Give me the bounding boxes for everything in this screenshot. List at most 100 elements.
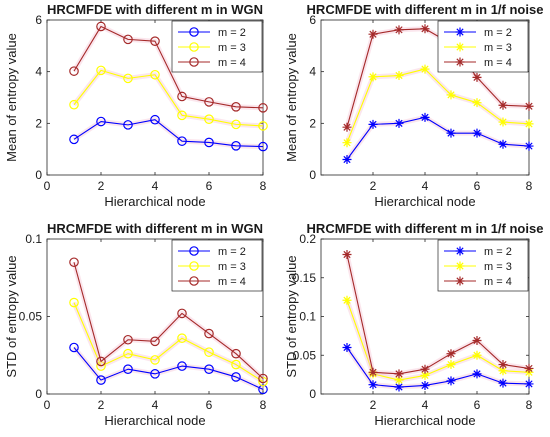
x-tick-label: 4 [422,398,429,412]
data-point [177,308,187,319]
data-point [177,110,187,121]
data-point [204,137,214,148]
data-point [69,342,79,353]
data-point [204,114,214,124]
data-point [177,136,187,146]
chart-panel-4: HRCMFDE with different m in 1/f noise 2 4 6… [284,221,543,428]
chart-panel-1: HRCMFDE with different m in WGN 0 2 4 6 8 0 2 4 6… [4,2,268,209]
legend-marker [455,276,465,286]
y-axis-label: Mean of entropy value [4,33,19,162]
data-point [498,100,508,110]
data-point [69,99,79,110]
data-point [96,21,106,32]
legend-label: m = 2 [484,246,512,258]
data-point [123,348,133,359]
legend-label: m = 4 [218,276,246,288]
chart-title: HRCMFDE with different m in 1/f noise [307,2,544,17]
series-line [346,300,530,381]
y-tick-label: 0.1 [299,310,316,324]
x-tick-label: 6 [206,398,213,412]
data-point [177,361,187,371]
y-axis-label: STD of entropy value [4,255,19,377]
data-point [472,350,482,360]
data-point [394,71,404,81]
legend-label: m = 3 [484,42,512,54]
data-point [204,347,214,357]
legend-marker [455,261,465,271]
data-point [498,139,508,149]
data-point [150,355,160,365]
legend-label: m = 3 [218,42,246,54]
legend: m = 2 m = 3 m = 4 [437,20,529,73]
x-axis-label: Hierarchical node [104,194,205,209]
y-tick-label: 0.2 [299,232,316,246]
data-point [258,373,268,384]
data-point [123,334,133,345]
y-tick-label: 0 [309,387,316,401]
data-point [524,101,534,111]
data-point [420,24,430,34]
series-3 [69,257,268,384]
data-point [420,364,430,374]
series-2 [342,64,534,148]
data-point [446,376,456,386]
data-point [150,369,160,379]
data-point [204,328,214,339]
x-tick-label: 6 [206,179,213,193]
y-axis-label: STD of entropy value [284,255,299,377]
data-point [123,120,133,130]
data-point [96,356,106,367]
legend-marker [189,42,199,52]
legend-marker [455,246,465,256]
data-point [342,343,352,352]
legend-marker [189,276,199,286]
x-tick-label: 4 [152,398,159,412]
x-tick-label: 0 [44,398,51,412]
series-2 [69,65,268,131]
data-point [420,380,430,390]
legend-label: m = 4 [484,57,512,69]
legend-marker [189,27,199,37]
chart-title: HRCMFDE with different m in WGN [47,2,263,17]
data-point [498,378,508,388]
data-point [524,379,534,389]
x-tick-label: 6 [474,179,481,193]
series-1 [69,114,268,152]
legend-label: m = 2 [218,246,246,258]
data-point [231,359,241,370]
data-point [472,128,482,138]
legend-marker [189,57,199,67]
series-line [73,302,264,383]
data-point [342,122,352,132]
data-point [342,295,352,305]
x-tick-label: 2 [370,179,377,193]
series-1 [342,343,534,392]
data-point [368,29,378,39]
data-point [524,141,534,151]
chart-panel-3: HRCMFDE with different m in WGN 0 2 4 6 8 0 0.0… [4,221,268,428]
x-tick-label: 6 [474,398,481,412]
data-point [420,370,430,380]
legend-marker [455,27,465,37]
data-point [394,118,404,128]
y-tick-label: 6 [309,13,316,27]
x-tick-label: 2 [98,179,105,193]
y-tick-label: 0.1 [25,232,42,246]
data-point [446,90,456,100]
data-point [446,349,456,359]
x-tick-label: 4 [152,179,159,193]
data-point [524,363,534,373]
data-point [177,333,187,343]
y-tick-label: 4 [35,65,42,79]
series-3 [69,21,268,113]
chart-title: HRCMFDE with different m in WGN [47,221,263,236]
data-point [150,36,160,46]
data-point [368,72,378,82]
data-point [446,360,456,370]
y-tick-label: 2 [309,116,316,130]
series-1 [69,342,268,395]
data-point [231,119,241,130]
data-point [342,138,352,148]
data-point [150,69,160,80]
